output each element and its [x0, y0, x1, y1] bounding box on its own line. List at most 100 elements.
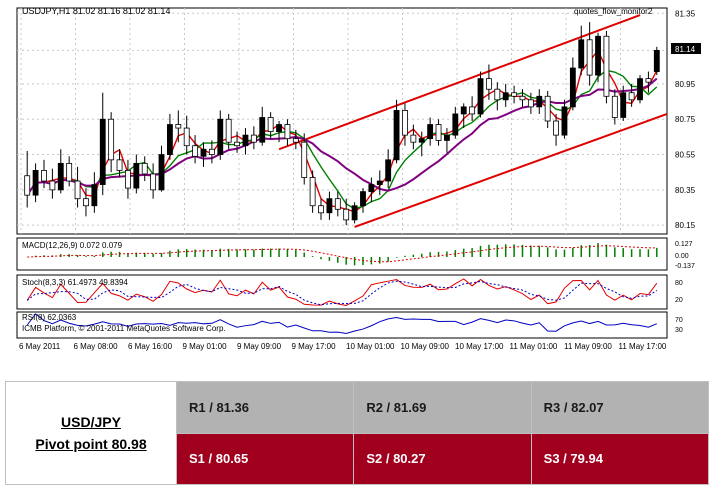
macd-tick-label: -0.137 — [675, 263, 695, 270]
candle-body — [620, 92, 627, 118]
rsi-tick-label: 70 — [675, 317, 683, 324]
candle-body — [485, 78, 492, 90]
candle-body — [603, 35, 610, 97]
time-tick-label: 10 May 01:00 — [346, 342, 395, 351]
slow-ma-line — [26, 77, 658, 196]
pivot-table: USD/JPY Pivot point 80.98 R1 / 81.36 R2 … — [5, 381, 710, 485]
candle-body — [41, 170, 47, 182]
mid-ma-line — [26, 69, 658, 210]
candle-body — [49, 180, 56, 191]
candle-body — [385, 159, 392, 182]
candle-body — [284, 124, 291, 140]
candle-body — [99, 118, 106, 185]
candle-body — [108, 118, 115, 161]
price-tick-label: 81.35 — [675, 9, 696, 18]
candle-body — [402, 110, 408, 136]
macd-tick-label: 0.00 — [675, 253, 689, 260]
price-tick-label: 80.35 — [675, 186, 696, 195]
candle-body — [586, 39, 593, 76]
price-tick-label: 80.75 — [675, 115, 696, 124]
macd-tick-label: 0.127 — [675, 241, 693, 248]
time-tick-label: 11 May 17:00 — [619, 342, 667, 351]
time-tick-label: 10 May 09:00 — [401, 342, 450, 351]
candle-body — [502, 92, 509, 101]
candle-body — [334, 198, 341, 210]
candle-body — [309, 177, 316, 207]
time-tick-label: 9 May 09:00 — [237, 342, 282, 351]
time-tick-label: 6 May 08:00 — [74, 342, 119, 351]
candle-body — [267, 117, 274, 132]
time-tick-label: 9 May 17:00 — [292, 342, 337, 351]
candle-body — [561, 106, 568, 136]
candle-body — [427, 124, 434, 140]
candle-body — [24, 175, 31, 196]
candle-body — [544, 95, 551, 122]
candle-body — [208, 148, 215, 155]
chart-canvas: 0.127 0.00 -0.137 80 20 70 30 81.35 81.14 80.95 8… — [16, 6, 701, 351]
candle-body — [217, 118, 224, 155]
candle-body — [242, 134, 249, 147]
macd-signal-line — [27, 245, 657, 263]
candle-body — [477, 78, 484, 115]
candle-body — [91, 184, 98, 207]
candle-body — [166, 124, 173, 155]
support-s2: S2 / 80.27 — [353, 432, 532, 485]
time-tick-label: 9 May 01:00 — [183, 342, 228, 351]
candle-body — [578, 39, 585, 69]
candle-body — [318, 205, 324, 214]
candle-body — [125, 170, 131, 189]
forex-chart: 0.127 0.00 -0.137 80 20 70 30 81.35 81.14 80.95 8… — [16, 6, 701, 351]
candle-body — [595, 35, 601, 76]
time-tick-label: 11 May 09:00 — [564, 342, 612, 351]
lower-channel-line — [354, 112, 668, 228]
candle-body — [645, 78, 652, 83]
candle-body — [410, 134, 417, 143]
candle-body — [32, 170, 39, 196]
candle-body — [418, 138, 425, 143]
stoch-signal-line — [26, 280, 658, 306]
candle-body — [133, 162, 140, 189]
macd-label: MACD(12,26,9) 0.072 0.079 — [22, 241, 123, 250]
candle-body — [343, 208, 350, 221]
candle-body — [527, 99, 534, 108]
candle-body — [637, 78, 643, 101]
candle-body — [326, 198, 333, 214]
upper-channel-line — [278, 14, 641, 151]
candle-body — [460, 106, 467, 115]
candle-body — [452, 113, 459, 136]
candle-body — [57, 162, 64, 191]
rsi-label: RSI(8) 62.0363 — [22, 313, 77, 322]
candle-body — [393, 110, 400, 161]
time-tick-label: 11 May 01:00 — [510, 342, 558, 351]
candle-body — [292, 138, 299, 143]
stoch-main-line — [26, 278, 658, 307]
candle-body — [158, 154, 165, 191]
stoch-label: Stoch(8,3,3) 61.4973 49.8394 — [22, 278, 128, 287]
candle-body — [494, 88, 501, 101]
candle-body — [141, 162, 148, 175]
last-price-label: 81.14 — [675, 45, 696, 54]
stoch-tick-label: 80 — [675, 280, 683, 287]
candle-body — [536, 95, 543, 108]
candle-body — [83, 198, 89, 207]
candle-body — [301, 141, 308, 178]
candle-body — [444, 134, 450, 141]
candle-body — [200, 148, 207, 157]
candle-body — [225, 118, 232, 143]
candle-body — [360, 191, 366, 207]
candle-body — [368, 184, 375, 193]
candle-body — [192, 145, 199, 157]
indicator-panel-frame — [16, 311, 668, 339]
fast-ma-line — [26, 49, 658, 213]
pair-label: USD/JPY — [61, 414, 121, 430]
candle-body — [276, 124, 282, 132]
price-tick-label: 80.15 — [675, 221, 696, 230]
candle-body — [519, 95, 526, 101]
main-panel-frame — [16, 7, 668, 235]
candle-body — [116, 159, 123, 171]
chart-header: USDJPY,H1 81.02 81.16 81.02 81.14 — [22, 6, 170, 16]
resistance-r1: R1 / 81.36 — [175, 381, 355, 434]
candle-body — [628, 92, 635, 101]
candle-body — [376, 180, 383, 185]
chart-watermark: quotes_flow_monitor2 — [574, 7, 653, 16]
